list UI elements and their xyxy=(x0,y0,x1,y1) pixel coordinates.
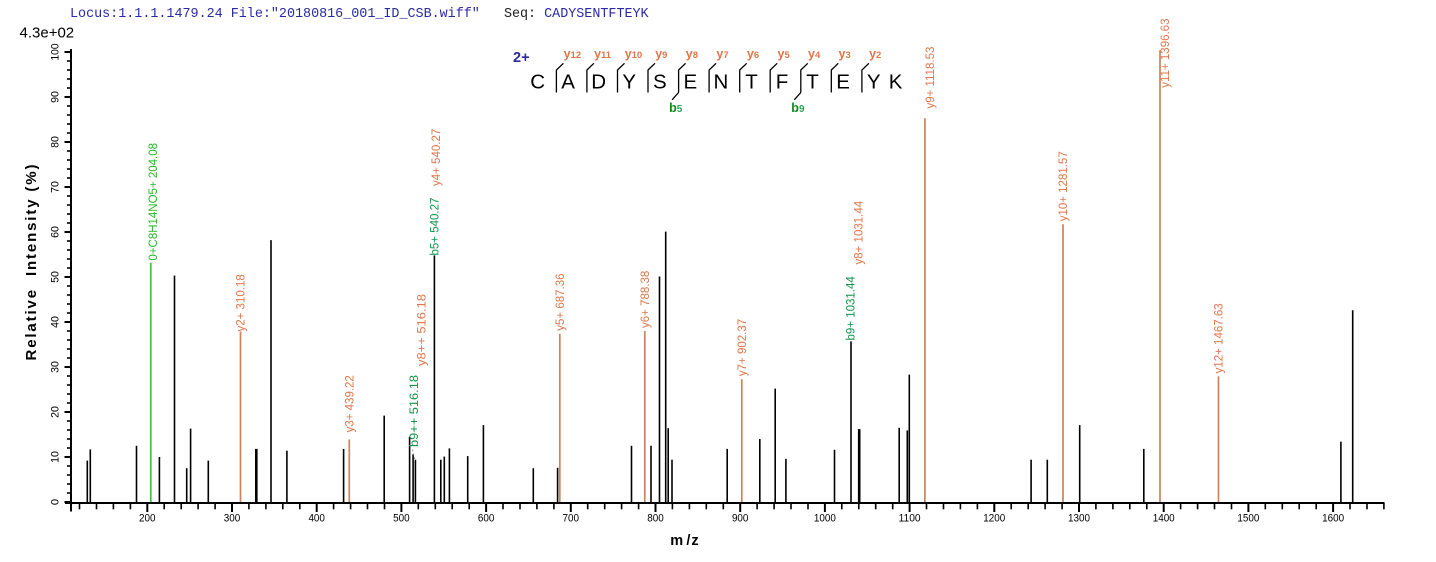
svg-text:b5+ 540.27: b5+ 540.27 xyxy=(430,198,442,256)
svg-text:y9+ 1118.53: y9+ 1118.53 xyxy=(925,47,937,109)
svg-text:y9: y9 xyxy=(655,47,667,61)
svg-text:1300: 1300 xyxy=(1068,513,1090,525)
svg-text:20: 20 xyxy=(50,406,62,418)
svg-text:90: 90 xyxy=(50,91,62,103)
svg-text:A: A xyxy=(561,71,575,94)
svg-text:y8+ 1031.44: y8+ 1031.44 xyxy=(854,200,866,264)
svg-text:y7: y7 xyxy=(716,47,728,61)
svg-text:40: 40 xyxy=(50,316,62,328)
svg-text:4.3e+02: 4.3e+02 xyxy=(20,25,75,42)
svg-text:800: 800 xyxy=(647,513,664,525)
svg-text:y7+ 902.37: y7+ 902.37 xyxy=(737,319,749,376)
svg-text:80: 80 xyxy=(50,136,62,148)
svg-text:y11: y11 xyxy=(594,47,612,61)
svg-text:1100: 1100 xyxy=(899,513,921,525)
svg-text:N: N xyxy=(713,71,728,94)
svg-text:60: 60 xyxy=(50,226,62,238)
svg-text:y5+ 687.36: y5+ 687.36 xyxy=(555,273,567,330)
svg-text:200: 200 xyxy=(139,513,156,525)
svg-text:1200: 1200 xyxy=(983,513,1005,525)
svg-text:600: 600 xyxy=(478,513,495,525)
svg-text:y5: y5 xyxy=(778,47,791,61)
svg-text:30: 30 xyxy=(50,361,62,373)
svg-text:b5: b5 xyxy=(669,101,683,115)
svg-text:y2: y2 xyxy=(869,47,881,61)
svg-text:300: 300 xyxy=(224,513,241,525)
svg-text:0: 0 xyxy=(50,499,62,505)
svg-text:y6+ 788.38: y6+ 788.38 xyxy=(640,271,652,328)
svg-text:y4+ 540.27: y4+ 540.27 xyxy=(431,129,443,186)
svg-text:y8: y8 xyxy=(686,47,698,61)
svg-text:700: 700 xyxy=(563,513,580,525)
svg-text:y10+ 1281.57: y10+ 1281.57 xyxy=(1058,151,1070,221)
svg-text:2+: 2+ xyxy=(513,50,530,66)
svg-text:T: T xyxy=(806,71,819,94)
svg-text:y10: y10 xyxy=(625,47,643,61)
svg-text:400: 400 xyxy=(308,513,325,525)
svg-text:1000: 1000 xyxy=(814,513,836,525)
svg-text:S: S xyxy=(653,71,667,94)
svg-text:F: F xyxy=(776,71,789,94)
svg-text:1400: 1400 xyxy=(1153,513,1175,525)
svg-text:Y: Y xyxy=(622,71,636,94)
svg-text:C: C xyxy=(530,71,545,94)
svg-text:y11+ 1396.63: y11+ 1396.63 xyxy=(1160,19,1172,88)
svg-text:E: E xyxy=(684,71,698,94)
svg-text:1600: 1600 xyxy=(1322,513,1344,525)
svg-text:1500: 1500 xyxy=(1237,513,1259,525)
svg-text:K: K xyxy=(889,71,903,94)
svg-text:b9++ 516.18: b9++ 516.18 xyxy=(409,375,421,447)
svg-text:y8++ 516.18: y8++ 516.18 xyxy=(417,294,429,366)
svg-text:b9: b9 xyxy=(791,101,805,115)
svg-text:y3+ 439.22: y3+ 439.22 xyxy=(345,375,357,432)
svg-text:E: E xyxy=(836,71,850,94)
svg-text:y12+ 1467.63: y12+ 1467.63 xyxy=(1214,303,1226,373)
svg-text:Relative Intensity (%): Relative Intensity (%) xyxy=(23,165,40,361)
svg-text:b9+ 1031.44: b9+ 1031.44 xyxy=(846,276,858,341)
svg-text:D: D xyxy=(591,71,606,94)
svg-text:70: 70 xyxy=(50,181,62,193)
svg-text:50: 50 xyxy=(50,271,62,283)
svg-text:100: 100 xyxy=(50,44,62,61)
svg-text:Y: Y xyxy=(867,71,881,94)
svg-text:y4: y4 xyxy=(808,47,821,61)
svg-text:T: T xyxy=(745,71,758,94)
svg-text:0+C8H14NO5+ 204.08: 0+C8H14NO5+ 204.08 xyxy=(148,143,160,261)
svg-text:m /z: m /z xyxy=(670,533,699,549)
svg-text:900: 900 xyxy=(732,513,749,525)
svg-text:500: 500 xyxy=(393,513,410,525)
svg-text:y2+ 310.18: y2+ 310.18 xyxy=(236,274,248,331)
svg-text:y12: y12 xyxy=(564,47,582,61)
svg-text:10: 10 xyxy=(50,451,62,463)
svg-text:y3: y3 xyxy=(839,47,851,61)
svg-text:y6: y6 xyxy=(747,47,759,61)
